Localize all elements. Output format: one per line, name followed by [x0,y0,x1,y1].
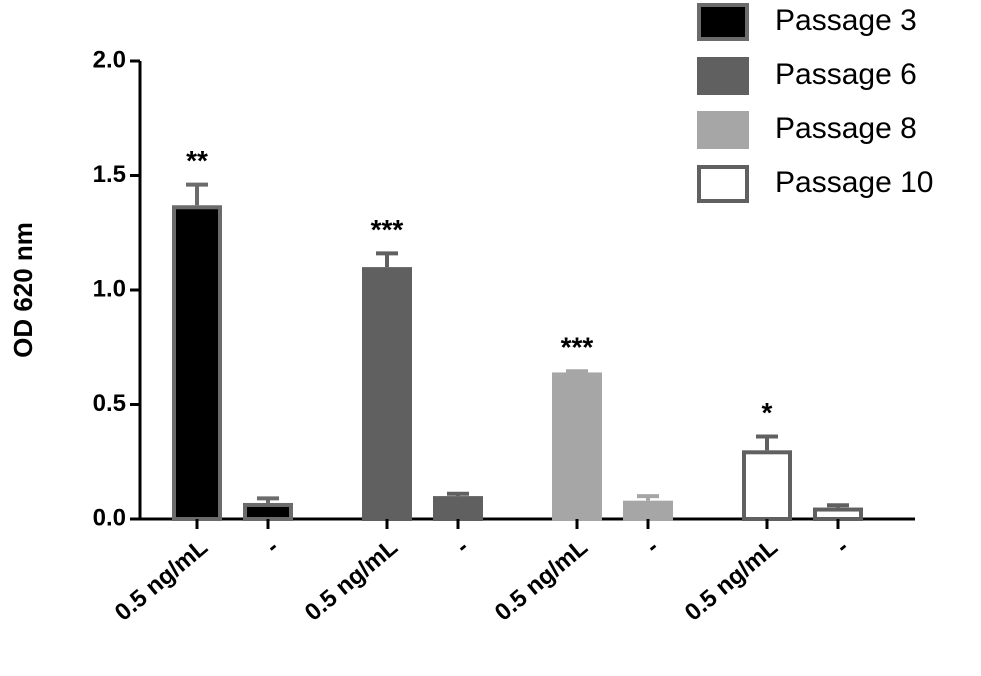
y-tick-label: 1.0 [93,275,126,302]
bar [172,205,222,522]
legend-swatch [697,165,749,203]
legend-label: Passage 8 [775,112,917,145]
legend-label: Passage 3 [775,4,917,37]
x-tick-label: - [830,534,853,560]
significance-label: *** [371,214,404,245]
x-tick-label: 0.5 ng/mL [300,534,403,627]
bar [552,372,602,521]
legend-label: Passage 6 [775,58,917,91]
bar [433,496,483,522]
x-tick-label: 0.5 ng/mL [110,534,213,627]
x-tick-label: - [640,534,663,560]
legend-label: Passage 10 [775,166,933,199]
bar [813,507,863,521]
x-tick-label: - [260,534,283,560]
bar [362,267,412,521]
significance-label: *** [561,332,594,363]
y-tick-label: 0.5 [93,390,126,417]
y-tick-label: 0.0 [93,504,126,531]
bar [623,500,673,521]
significance-label: ** [186,145,208,176]
bar [742,450,792,521]
legend-swatch [697,57,749,95]
x-tick-label: 0.5 ng/mL [680,534,783,627]
legend-swatch [697,111,749,149]
y-tick-label: 1.5 [93,161,126,188]
y-tick-label: 2.0 [93,46,126,73]
x-tick-label: 0.5 ng/mL [490,534,593,627]
bar [243,502,293,522]
y-axis-label: OD 620 nm [8,222,38,358]
significance-label: * [762,397,773,428]
legend-swatch [697,3,749,41]
x-tick-label: - [450,534,473,560]
